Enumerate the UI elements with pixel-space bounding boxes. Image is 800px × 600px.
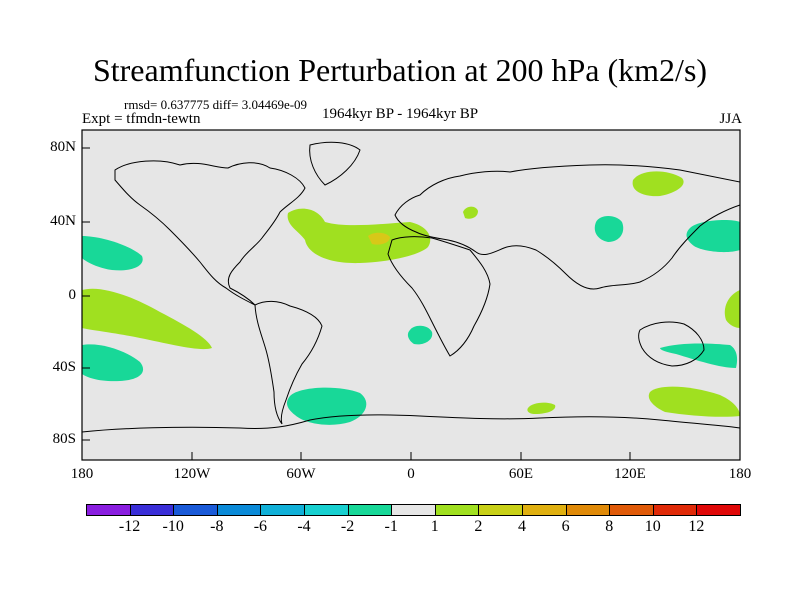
lat-label-0: 0 xyxy=(68,287,77,303)
colorbar-label: -6 xyxy=(253,518,268,535)
siberia-positive xyxy=(632,171,684,197)
south-america-coast xyxy=(254,300,323,425)
lat-label-80n: 80N xyxy=(50,139,76,155)
lat-label-40n: 40N xyxy=(50,213,76,229)
colorbar-label: 1 xyxy=(430,518,439,535)
south-atlantic-negative xyxy=(407,325,433,345)
lon-label-120w: 120W xyxy=(173,466,211,482)
colorbar-cell xyxy=(696,504,741,516)
colorbar-label: -8 xyxy=(210,518,224,535)
colorbar-cell xyxy=(260,504,305,516)
east-asia-negative xyxy=(594,216,624,242)
lon-label-180e: 180 xyxy=(728,466,752,482)
map-title: Streamfunction Perturbation at 200 hPa (… xyxy=(92,52,708,88)
stats-label: rmsd= 0.637775 diff= 3.04469e-09 xyxy=(124,97,308,112)
lon-label-60w: 60W xyxy=(286,466,316,482)
australia-coast xyxy=(638,321,705,367)
colorbar-cell xyxy=(173,504,218,516)
colorbar-label: 12 xyxy=(688,518,705,535)
lon-label-180w: 180 xyxy=(70,466,94,482)
period-label: 1964kyr BP - 1964kyr BP xyxy=(321,106,479,122)
south-pacific-negative xyxy=(82,344,144,382)
colorbar-label: -2 xyxy=(340,518,355,535)
australia-negative xyxy=(660,343,738,368)
colorbar-label: -1 xyxy=(384,518,398,535)
subtropical-pacific-negative xyxy=(82,236,143,271)
north-atlantic-positive xyxy=(287,208,431,264)
colorbar-cell xyxy=(652,504,698,516)
south-atlantic-positive xyxy=(527,402,556,414)
positive-anomaly-regions xyxy=(82,171,740,417)
colorbar-cell xyxy=(478,504,523,516)
greenland-coast xyxy=(309,141,361,186)
colorbar-label: -4 xyxy=(297,518,311,535)
colorbar-label: 8 xyxy=(605,518,614,535)
black-sea-positive xyxy=(463,206,478,219)
lon-label-0: 0 xyxy=(407,466,415,482)
experiment-label: Expt = tfmdn-tewtn xyxy=(82,111,201,127)
colorbar-cell xyxy=(609,504,654,516)
colorbar-cell xyxy=(391,504,436,516)
strong-positive-regions xyxy=(368,232,390,245)
europe-coast xyxy=(394,164,741,290)
africa-coast xyxy=(387,236,491,357)
south-pacific-positive xyxy=(648,386,740,417)
lon-label-120e: 120E xyxy=(614,466,646,482)
negative-anomaly-regions xyxy=(82,216,740,425)
north-africa-positive-core xyxy=(368,232,390,245)
west-pacific-positive xyxy=(724,290,740,328)
colorbar-cell xyxy=(304,504,349,516)
axis-ticks xyxy=(82,147,631,460)
colorbar-label: -10 xyxy=(162,518,184,535)
colorbar-label: 10 xyxy=(644,518,661,535)
north-america-coast xyxy=(114,160,306,306)
map-background xyxy=(82,130,740,460)
tropical-pacific-positive xyxy=(82,288,212,350)
colorbar-label: 6 xyxy=(561,518,570,535)
colorbar-label: 4 xyxy=(518,518,526,535)
north-pacific-negative xyxy=(686,220,740,253)
colorbar-label: -12 xyxy=(118,518,141,535)
colorbar-cell xyxy=(434,504,480,516)
season-label: JJA xyxy=(719,111,742,127)
lon-label-60e: 60E xyxy=(508,466,534,482)
lat-label-80s: 80S xyxy=(52,431,76,447)
colorbar-cell xyxy=(347,504,393,516)
lat-label-40s: 40S xyxy=(52,359,76,375)
colorbar-cell xyxy=(565,504,611,516)
colorbar-cell xyxy=(522,504,567,516)
colorbar-label: 2 xyxy=(474,518,483,535)
colorbar-cell xyxy=(129,504,175,516)
colorbar-cell xyxy=(216,504,262,516)
coastlines xyxy=(81,141,741,433)
antarctica-coast xyxy=(81,414,741,433)
colorbar-cell xyxy=(86,504,131,516)
